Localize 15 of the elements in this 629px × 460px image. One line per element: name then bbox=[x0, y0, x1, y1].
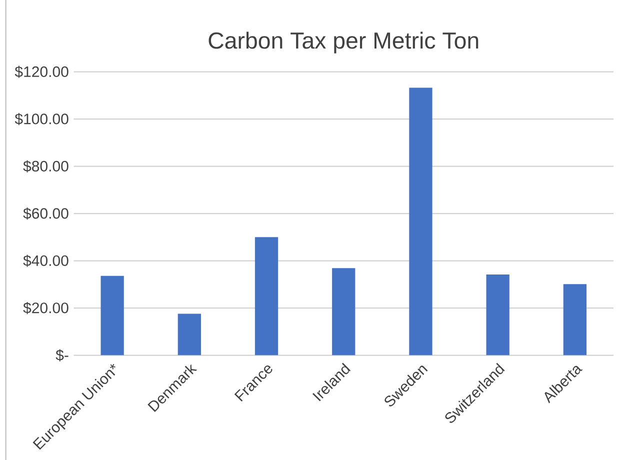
y-tick-label: $40.00 bbox=[23, 254, 68, 267]
y-tick-label: $20.00 bbox=[23, 302, 68, 314]
y-tick-label: $120.00 bbox=[14, 66, 68, 78]
y-tick-label: $100.00 bbox=[14, 112, 68, 126]
bar bbox=[486, 274, 510, 356]
bar bbox=[100, 276, 124, 356]
chart-title: Carbon Tax per Metric Ton bbox=[208, 32, 478, 54]
y-tick-label: $60.00 bbox=[23, 207, 68, 220]
y-tick-label: $80.00 bbox=[23, 160, 68, 172]
bar bbox=[332, 268, 356, 356]
bar bbox=[178, 314, 201, 356]
bar bbox=[254, 237, 278, 356]
bar bbox=[563, 284, 586, 356]
y-tick-label: $- bbox=[56, 349, 68, 362]
bar bbox=[409, 88, 432, 356]
